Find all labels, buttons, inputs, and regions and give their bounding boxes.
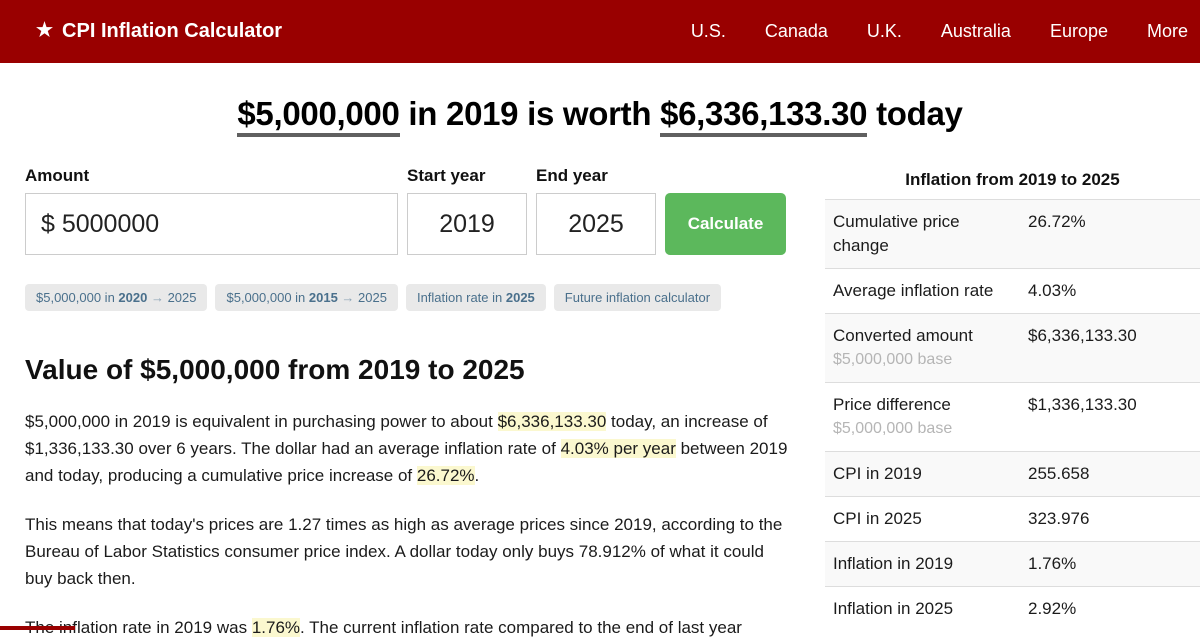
quick-link-chip[interactable]: Inflation rate in 2025 <box>405 284 546 311</box>
table-row: Cumulative price change 26.72% <box>825 199 1200 269</box>
summary-table: Cumulative price change 26.72% Average inf… <box>825 199 1200 631</box>
headline-suffix: today <box>867 95 963 132</box>
headline-amount: $5,000,000 <box>237 95 400 137</box>
article-paragraph: The inflation rate in 2019 was 1.76%. Th… <box>25 614 792 641</box>
nav-link-us[interactable]: U.S. <box>690 21 726 41</box>
highlighted-value: 1.76% <box>251 618 301 637</box>
table-row: Inflation in 2025 2.92% <box>825 586 1200 632</box>
summary-table-title: Inflation from 2019 to 2025 <box>905 170 1120 189</box>
row-label: Cumulative price change <box>833 212 960 255</box>
table-row: Inflation in 2019 1.76% <box>825 541 1200 587</box>
quick-link-chip[interactable]: $5,000,000 in 2020 → 2025 <box>25 284 208 311</box>
start-year-input[interactable] <box>407 193 527 255</box>
highlighted-value: 26.72% <box>416 466 475 485</box>
text-segment: Inflation rate in <box>416 290 506 305</box>
text-segment: → <box>147 290 168 305</box>
text-segment: This means that today's prices are 1.27 … <box>25 515 783 588</box>
page-title: $5,000,000 in 2019 is worth $6,336,133.3… <box>0 95 1200 137</box>
row-label: Inflation in 2019 <box>833 554 954 573</box>
article-body: $5,000,000 in 2019 is equivalent in purc… <box>25 408 792 641</box>
row-value: 255.658 <box>1028 464 1090 483</box>
table-row: Converted amount $5,000,000 base $6,336,13… <box>825 313 1200 383</box>
row-label: Converted amount $5,000,000 base <box>825 314 1020 383</box>
text-segment: today, an increase of $1,336,133.30 over… <box>25 412 768 458</box>
row-label: Average inflation rate <box>833 281 994 300</box>
brand-title: CPI Inflation Calculator <box>62 20 283 42</box>
table-row: Average inflation rate 4.03% <box>825 268 1200 314</box>
nav-link-canada[interactable]: Canada <box>764 21 828 41</box>
calculate-button[interactable]: Calculate <box>665 193 786 255</box>
row-value: 323.976 <box>1028 509 1090 528</box>
nav-link-australia[interactable]: Australia <box>940 21 1011 41</box>
article-paragraph: This means that today's prices are 1.27 … <box>25 511 792 592</box>
headline-middle: in 2019 is worth <box>399 95 661 132</box>
quick-link-chip[interactable]: $5,000,000 in 2015 → 2025 <box>215 284 398 311</box>
row-label: CPI in 2025 <box>833 509 922 528</box>
brand-link[interactable]: ★ CPI Inflation Calculator <box>36 20 282 43</box>
text-segment: 2025 <box>167 290 197 305</box>
table-row: Price difference $5,000,000 base $1,336,13… <box>825 382 1200 452</box>
table-row: CPI in 2019 255.658 <box>825 451 1200 497</box>
calculator-form: Amount Start year End year Calculate <box>25 166 792 255</box>
amount-input[interactable] <box>25 193 398 255</box>
row-label: Inflation in 2025 <box>833 599 954 618</box>
nav-link-europe[interactable]: Europe <box>1049 21 1108 41</box>
text-segment: between 2019 and today, producing a cumu… <box>25 439 788 485</box>
text-segment: → <box>337 290 359 305</box>
row-label: CPI in 2019 <box>833 464 922 483</box>
amount-label: Amount <box>25 166 90 185</box>
quick-link-chip[interactable]: Future inflation calculator <box>553 284 722 311</box>
text-segment: . <box>474 466 480 485</box>
row-value: $1,336,133.30 <box>1028 395 1137 414</box>
text-segment: $5,000,000 in <box>226 290 309 305</box>
highlighted-value: $6,336,133.30 <box>497 412 607 431</box>
row-sublabel: $5,000,000 base <box>833 351 953 368</box>
nav-link-uk[interactable]: U.K. <box>866 21 902 41</box>
nav-link-more[interactable]: More <box>1146 21 1188 41</box>
start-year-label: Start year <box>407 166 486 185</box>
nav-links: U.S. Canada U.K. Australia Europe More <box>691 21 1190 42</box>
text-segment: 2025 <box>505 290 535 305</box>
text-segment: $5,000,000 in 2019 is equivalent in purc… <box>25 412 498 431</box>
navbar: ★ CPI Inflation Calculator U.S. Canada U.K… <box>0 0 1200 63</box>
row-value: 2.92% <box>1028 599 1077 618</box>
quick-links: $5,000,000 in 2020 → 2025 $5,000,000 in 2… <box>25 284 792 311</box>
bottom-red-strip <box>0 626 75 630</box>
text-segment: 2020 <box>118 290 148 305</box>
row-value: 4.03% <box>1028 281 1077 300</box>
headline-result: $6,336,133.30 <box>660 95 868 137</box>
text-segment: . The current inflation rate compared to… <box>300 618 742 637</box>
end-year-label: End year <box>536 166 608 185</box>
text-segment: $5,000,000 in <box>36 290 119 305</box>
text-segment: 2025 <box>358 290 387 305</box>
end-year-input[interactable] <box>536 193 656 255</box>
article-paragraph: $5,000,000 in 2019 is equivalent in purc… <box>25 408 792 489</box>
row-value: $6,336,133.30 <box>1028 326 1137 345</box>
text-segment: Future inflation calculator <box>564 290 711 305</box>
row-label: Price difference $5,000,000 base <box>825 383 1020 452</box>
star-icon: ★ <box>36 20 54 41</box>
summary-sidebar: Inflation from 2019 to 2025 Cumulative p… <box>825 166 1200 641</box>
text-segment: 2015 <box>308 290 338 305</box>
row-sublabel: $5,000,000 base <box>833 420 953 437</box>
row-value: 26.72% <box>1028 212 1086 231</box>
highlighted-value: 4.03% per year <box>560 439 676 458</box>
row-value: 1.76% <box>1028 554 1077 573</box>
section-heading: Value of $5,000,000 from 2019 to 2025 <box>25 354 525 385</box>
table-row: CPI in 2025 323.976 <box>825 496 1200 542</box>
